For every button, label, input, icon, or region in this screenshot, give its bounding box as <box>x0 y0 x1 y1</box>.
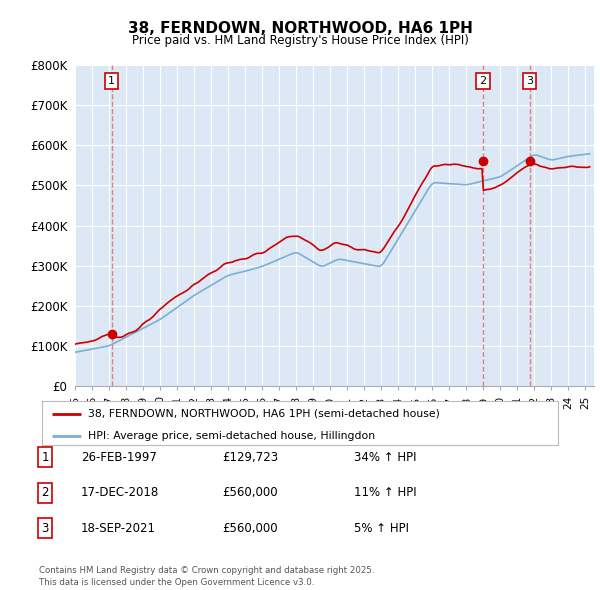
Text: 5% ↑ HPI: 5% ↑ HPI <box>354 522 409 535</box>
Text: Price paid vs. HM Land Registry's House Price Index (HPI): Price paid vs. HM Land Registry's House … <box>131 34 469 47</box>
Text: 34% ↑ HPI: 34% ↑ HPI <box>354 451 416 464</box>
Text: 2: 2 <box>479 76 486 86</box>
Text: 38, FERNDOWN, NORTHWOOD, HA6 1PH (semi-detached house): 38, FERNDOWN, NORTHWOOD, HA6 1PH (semi-d… <box>88 409 440 418</box>
Text: 1: 1 <box>108 76 115 86</box>
Text: 3: 3 <box>526 76 533 86</box>
Text: 1: 1 <box>41 451 49 464</box>
Text: £560,000: £560,000 <box>222 522 278 535</box>
Text: 17-DEC-2018: 17-DEC-2018 <box>81 486 159 499</box>
Text: 3: 3 <box>41 522 49 535</box>
Text: 38, FERNDOWN, NORTHWOOD, HA6 1PH: 38, FERNDOWN, NORTHWOOD, HA6 1PH <box>128 21 472 35</box>
Text: £560,000: £560,000 <box>222 486 278 499</box>
Text: 11% ↑ HPI: 11% ↑ HPI <box>354 486 416 499</box>
Text: 26-FEB-1997: 26-FEB-1997 <box>81 451 157 464</box>
Text: 2: 2 <box>41 486 49 499</box>
Text: £129,723: £129,723 <box>222 451 278 464</box>
Text: HPI: Average price, semi-detached house, Hillingdon: HPI: Average price, semi-detached house,… <box>88 431 376 441</box>
Text: Contains HM Land Registry data © Crown copyright and database right 2025.
This d: Contains HM Land Registry data © Crown c… <box>39 566 374 587</box>
Text: 18-SEP-2021: 18-SEP-2021 <box>81 522 156 535</box>
